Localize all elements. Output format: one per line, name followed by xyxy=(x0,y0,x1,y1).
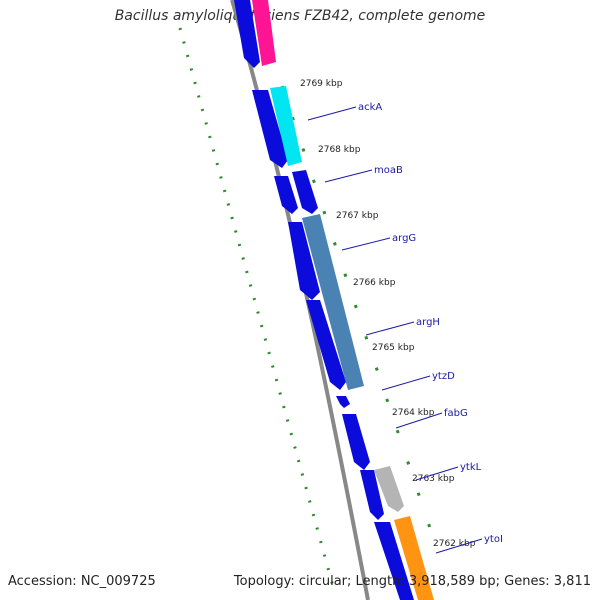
gene-leader-line xyxy=(381,375,431,391)
ruler-label: 2769 kbp xyxy=(300,79,343,89)
accession-text: Accession: NC_009725 xyxy=(8,574,156,589)
gene-leader-line xyxy=(365,321,415,336)
genome-summary-text: Topology: circular; Length: 3,918,589 bp… xyxy=(233,574,591,589)
gene-label-ytoi: ytoI xyxy=(484,534,503,545)
feature-orange xyxy=(394,516,434,600)
gene-label-ytkl: ytkL xyxy=(460,462,482,473)
gene-label-moab: moaB xyxy=(374,165,403,176)
ruler-label: 2764 kbp xyxy=(392,408,435,418)
cds-arrow xyxy=(234,0,260,68)
cds-arrow xyxy=(360,470,384,520)
gene-label-fabg: fabG xyxy=(444,408,468,419)
gene-label-argh: argH xyxy=(416,317,440,328)
cds-arrow xyxy=(342,414,370,470)
feature-pink xyxy=(252,0,276,66)
ruler-label: 2762 kbp xyxy=(433,539,476,549)
cds-arrow xyxy=(306,300,346,390)
gene-leader-line xyxy=(395,412,443,429)
feature-cyan xyxy=(270,86,302,166)
ruler-labels: 2769 kbp 2768 kbp 2767 kbp 2766 kbp 2765… xyxy=(300,79,476,549)
cds-arrow xyxy=(252,90,288,168)
gene-leader-line xyxy=(324,169,373,183)
ruler-label: 2763 kbp xyxy=(412,474,455,484)
cds-arrow xyxy=(292,170,318,214)
gene-label-acka: ackA xyxy=(358,102,382,113)
cds-arrow xyxy=(374,522,414,600)
forward-strand-track xyxy=(252,0,434,600)
gene-labels: ackA moaB argG argH ytzD fabG ytkL ytoI xyxy=(358,102,503,545)
gene-label-ytzd: ytzD xyxy=(432,371,455,382)
gene-label-argg: argG xyxy=(392,233,416,244)
reverse-strand-track xyxy=(234,0,414,600)
cds-arrow xyxy=(336,396,350,408)
ruler-label: 2766 kbp xyxy=(353,278,396,288)
ruler-label: 2768 kbp xyxy=(318,145,361,155)
gene-leader-line xyxy=(435,538,483,554)
feature-steelblue xyxy=(302,214,364,390)
cds-arrow xyxy=(288,222,320,300)
genome-title: Bacillus amyloliquefaciens FZB42, comple… xyxy=(114,8,486,24)
cds-arrow xyxy=(274,176,298,214)
gene-leader-line xyxy=(307,106,357,121)
feature-gray xyxy=(374,466,404,512)
gene-leader-line xyxy=(341,237,391,251)
gene-leader-line xyxy=(415,466,459,481)
ruler-label: 2765 kbp xyxy=(372,343,415,353)
gene-leader-lines xyxy=(307,106,483,554)
ruler-label: 2767 kbp xyxy=(336,211,379,221)
